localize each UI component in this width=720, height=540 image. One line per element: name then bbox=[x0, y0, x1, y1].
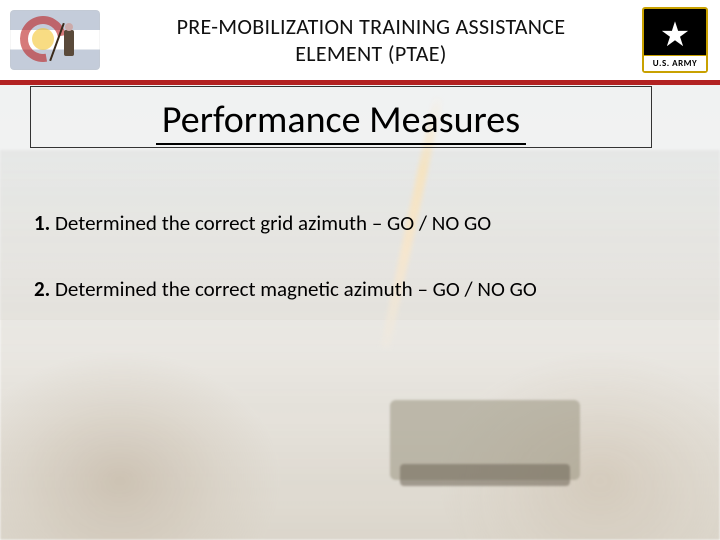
header-title-line1: PRE-MOBILIZATION TRAINING ASSISTANCE bbox=[177, 13, 566, 40]
background-vehicle bbox=[390, 400, 580, 480]
army-logo-label: U.S. ARMY bbox=[644, 55, 706, 71]
header-title: PRE-MOBILIZATION TRAINING ASSISTANCE ELE… bbox=[100, 13, 642, 68]
measure-1-text: Determined the correct grid azimuth – GO… bbox=[55, 210, 491, 236]
c-inner bbox=[32, 28, 54, 50]
header-title-line2: ELEMENT (PTAE) bbox=[295, 40, 446, 67]
measure-item-1: 1. Determined the correct grid azimuth –… bbox=[34, 210, 491, 236]
red-separator bbox=[0, 80, 720, 85]
colorado-guard-logo bbox=[10, 10, 100, 70]
slide: PRE-MOBILIZATION TRAINING ASSISTANCE ELE… bbox=[0, 0, 720, 540]
background-ground bbox=[0, 150, 720, 540]
us-army-logo: ★ U.S. ARMY bbox=[642, 7, 708, 73]
minuteman-icon bbox=[54, 20, 84, 70]
slide-title: Performance Measures bbox=[156, 100, 526, 145]
measure-1-number: 1. bbox=[34, 210, 50, 236]
header: PRE-MOBILIZATION TRAINING ASSISTANCE ELE… bbox=[0, 0, 720, 80]
slide-title-box: Performance Measures bbox=[30, 86, 652, 148]
star-icon: ★ bbox=[660, 19, 690, 53]
measure-2-number: 2. bbox=[34, 276, 50, 302]
measure-item-2: 2. Determined the correct magnetic azimu… bbox=[34, 276, 537, 302]
measure-2-text: Determined the correct magnetic azimuth … bbox=[55, 276, 537, 302]
